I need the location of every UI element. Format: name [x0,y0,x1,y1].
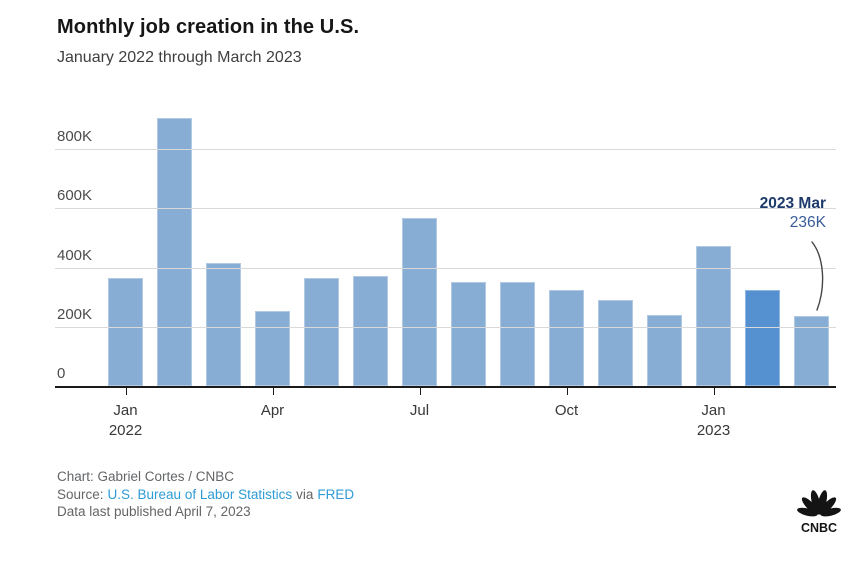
gridline-400K [55,267,836,269]
bar-jul-2022[interactable] [402,217,437,386]
bar-apr-2022[interactable] [255,310,290,386]
x-axis-label-jan-2023: Jan 2023 [674,401,754,441]
bar-jun-2022[interactable] [353,276,388,386]
bar-oct-2022[interactable] [549,290,584,386]
bar-mar-2022[interactable] [206,263,241,386]
x-axis-label-jul: Jul [380,401,460,421]
fred-link[interactable]: FRED [317,486,355,502]
bar-may-2022[interactable] [304,278,339,386]
cnbc-logo-text: CNBC [801,521,837,534]
via-text: via [296,486,314,502]
annotation-connector-line [811,241,824,311]
annotation-label: 2023 Mar [759,195,826,212]
x-axis-label-line: Jan [701,402,726,419]
x-axis-label-oct: Oct [527,401,607,421]
y-axis-label-600K: 600K [57,187,93,205]
annotation-2023-mar: 2023 Mar 236K [760,194,826,232]
chart-title: Monthly job creation in the U.S. [57,16,360,38]
x-axis-label-apr: Apr [233,401,313,421]
bar-feb-2022[interactable] [157,118,192,386]
x-axis-label-line: 2023 [696,422,731,439]
footer-credit: Chart: Gabriel Cortes / CNBC [57,469,235,484]
x-tick-jan-2023 [713,388,715,395]
footer-source-line: Source: U.S. Bureau of Labor Statistics vi… [57,486,354,504]
bar-aug-2022[interactable] [451,281,486,386]
y-axis-label-800K: 800K [57,128,93,146]
x-axis-label-line: Jul [409,402,430,419]
gridline-200K [55,326,836,328]
x-axis-label-line: Jan [113,402,138,419]
footer-updated: Data last published April 7, 2023 [57,504,251,519]
x-tick-jan-2022 [125,388,127,395]
x-tick-apr [272,388,274,395]
x-axis-label-line: Apr [260,402,285,419]
x-axis-line [55,386,836,388]
x-tick-oct [566,388,568,395]
source-prefix: Source: [57,486,104,502]
chart-subtitle: January 2022 through March 2023 [57,49,302,66]
y-axis-label-200K: 200K [57,305,93,323]
y-axis-label-0: 0 [57,365,66,382]
cnbc-logo: CNBC [797,490,841,534]
bar-nov-2022[interactable] [598,300,633,386]
footer: Chart: Gabriel Cortes / CNBC Source: U.S.… [57,468,354,521]
x-tick-jul [419,388,421,395]
annotation-value: 236K [789,214,826,231]
bar-jan-2022[interactable] [108,278,143,386]
bar-sep-2022[interactable] [500,282,535,386]
bar-feb-2023[interactable] [745,289,780,386]
x-axis-label-jan-2022: Jan 2022 [86,401,166,441]
x-axis-label-line: Oct [554,402,579,419]
gridline-800K [55,149,836,151]
gridline-600K [55,208,836,210]
bar-jan-2023[interactable] [696,246,731,386]
y-axis-label-400K: 400K [57,246,93,264]
bls-link[interactable]: U.S. Bureau of Labor Statistics [107,486,293,502]
x-axis-label-line: 2022 [108,422,143,439]
